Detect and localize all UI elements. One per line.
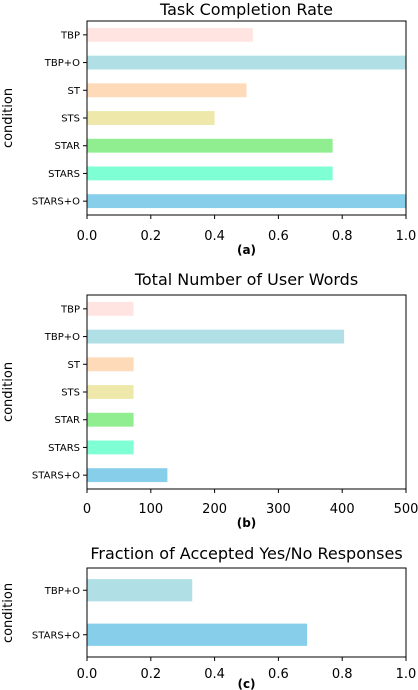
panel-label: (a): [237, 243, 256, 257]
y-tick-label: STARS+O: [32, 471, 80, 482]
x-tick-label: 0.6: [268, 667, 289, 682]
y-tick-label: STARS: [48, 443, 80, 454]
bar-tbp-plus-o: [87, 329, 345, 344]
y-tick-label: STS: [61, 114, 80, 125]
x-tick-label: 0.4: [204, 229, 225, 244]
y-tick-label: STARS: [48, 169, 80, 180]
y-tick-label: STS: [61, 388, 80, 399]
x-tick-label: 0.8: [332, 667, 353, 682]
x-tick-label: 1.0: [396, 229, 417, 244]
y-tick-label: TBP+O: [44, 332, 80, 343]
y-tick-label: TBP+O: [44, 586, 80, 597]
y-tick-label: STARS+O: [32, 630, 80, 641]
y-tick-label: STARS+O: [32, 197, 80, 208]
x-tick-label: 0.4: [204, 667, 225, 682]
x-tick-label: 400: [330, 502, 355, 517]
x-tick-label: 0.2: [140, 229, 161, 244]
x-tick-label: 300: [266, 502, 291, 517]
bar-stars: [87, 440, 134, 455]
chart-title: Task Completion Rate: [159, 0, 333, 19]
y-axis-label: condition: [1, 583, 16, 643]
chart-title: Fraction of Accepted Yes/No Responses: [90, 544, 402, 563]
plot-frame: [86, 567, 407, 658]
y-tick-label: STAR: [55, 415, 81, 426]
x-tick-label: 500: [394, 502, 418, 517]
x-tick-label: 0: [83, 502, 91, 517]
plot-frame: [86, 294, 407, 490]
x-tick-label: 0.8: [332, 229, 353, 244]
y-tick-label: ST: [68, 360, 81, 371]
x-tick-label: 0.0: [77, 667, 98, 682]
x-tick-label: 200: [202, 502, 227, 517]
x-tick-label: 100: [138, 502, 163, 517]
y-tick-label: STAR: [55, 141, 81, 152]
bar-sts: [87, 385, 134, 399]
bar-star: [87, 412, 134, 427]
x-tick-label: 0.6: [268, 229, 289, 244]
bar-stars-plus-o: [87, 468, 168, 483]
bar-stars: [87, 166, 333, 181]
bar-st: [87, 357, 134, 372]
y-axis-label: condition: [1, 88, 16, 148]
y-tick-label: TBP+O: [44, 58, 80, 69]
bar-tbp: [87, 301, 134, 316]
y-tick-label: TBP: [60, 304, 80, 315]
bar-stars-plus-o: [87, 194, 406, 209]
chart-title: Total Number of User Words: [134, 270, 358, 289]
y-axis-label: condition: [1, 362, 16, 422]
bar-tbp-plus-o: [87, 579, 193, 602]
x-tick-label: 0.2: [140, 667, 161, 682]
bar-stars-plus-o: [87, 623, 308, 646]
bar-tbp: [87, 27, 253, 42]
y-tick-label: TBP: [60, 30, 80, 41]
plot-frame: [86, 20, 407, 216]
bar-tbp-plus-o: [87, 55, 406, 70]
y-tick-label: ST: [68, 86, 81, 97]
bar-st: [87, 83, 247, 98]
x-tick-label: 0.0: [77, 229, 98, 244]
panel-label: (c): [237, 677, 255, 690]
bar-sts: [87, 111, 215, 125]
panel-label: (b): [237, 516, 257, 530]
x-tick-label: 1.0: [396, 667, 417, 682]
bar-star: [87, 138, 333, 153]
